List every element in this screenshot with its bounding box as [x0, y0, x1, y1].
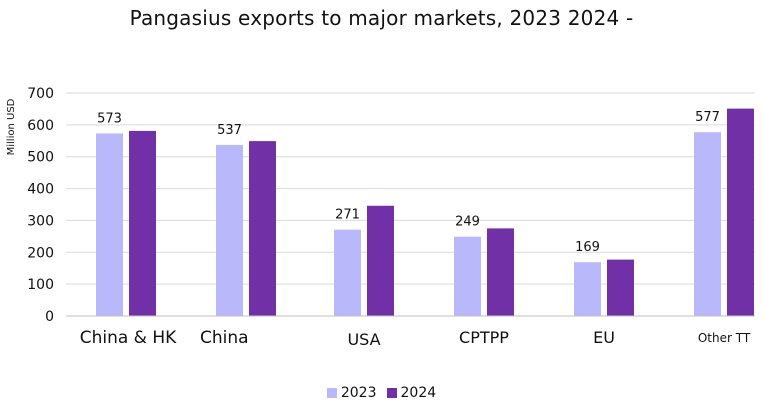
- data-label: 271: [335, 208, 360, 223]
- x-category-label: China & HK: [80, 328, 177, 348]
- y-tick-label: 400: [27, 182, 54, 198]
- legend-swatch: [326, 388, 337, 398]
- bar-2024: [129, 130, 156, 316]
- data-label: 577: [695, 110, 720, 125]
- gridlines: [66, 92, 755, 285]
- y-tick-label: 100: [27, 277, 54, 293]
- bar-2024: [487, 228, 514, 316]
- legend-swatch: [386, 388, 397, 398]
- bar-2024: [367, 205, 394, 316]
- y-axis-title: Million USD: [6, 98, 17, 155]
- bar-2023: [454, 236, 481, 316]
- x-category-label: EU: [593, 328, 615, 347]
- bar-2023: [574, 262, 601, 316]
- bar-2024: [727, 108, 754, 316]
- x-category-label: Other TT: [698, 331, 751, 345]
- x-category-label: CPTPP: [459, 328, 509, 347]
- bars: [96, 108, 754, 316]
- x-category-label: China: [200, 328, 249, 348]
- legend-label: 2023: [340, 385, 377, 401]
- x-axis-labels: China & HK China USA CPTPP EU Other TT: [80, 328, 751, 349]
- y-tick-label: 0: [45, 309, 54, 325]
- bar-2023: [216, 144, 243, 316]
- data-label: 573: [97, 111, 122, 126]
- bar-2023: [334, 229, 361, 316]
- y-axis-ticks: 0 100 200 300 400 500 600 700: [27, 86, 54, 325]
- legend-item: 2024: [386, 385, 437, 401]
- y-tick-label: 500: [27, 150, 54, 166]
- data-labels: 573 537 271 249 169 577: [97, 110, 720, 255]
- bar-2023: [694, 132, 721, 316]
- y-tick-label: 700: [27, 86, 54, 102]
- bar-2024: [607, 259, 634, 316]
- y-tick-label: 200: [27, 245, 54, 261]
- data-label: 169: [575, 240, 600, 255]
- data-label: 249: [455, 215, 480, 230]
- chart-title: Pangasius exports to major markets, 2023…: [129, 6, 634, 30]
- bar-2024: [249, 141, 276, 316]
- x-category-label: USA: [347, 330, 380, 349]
- legend-label: 2024: [400, 385, 437, 401]
- data-label: 537: [217, 123, 242, 138]
- y-tick-label: 300: [27, 213, 54, 229]
- legend: 2023 2024: [0, 385, 763, 401]
- bar-2023: [96, 133, 123, 316]
- legend-item: 2023: [326, 385, 377, 401]
- y-tick-label: 600: [27, 118, 54, 134]
